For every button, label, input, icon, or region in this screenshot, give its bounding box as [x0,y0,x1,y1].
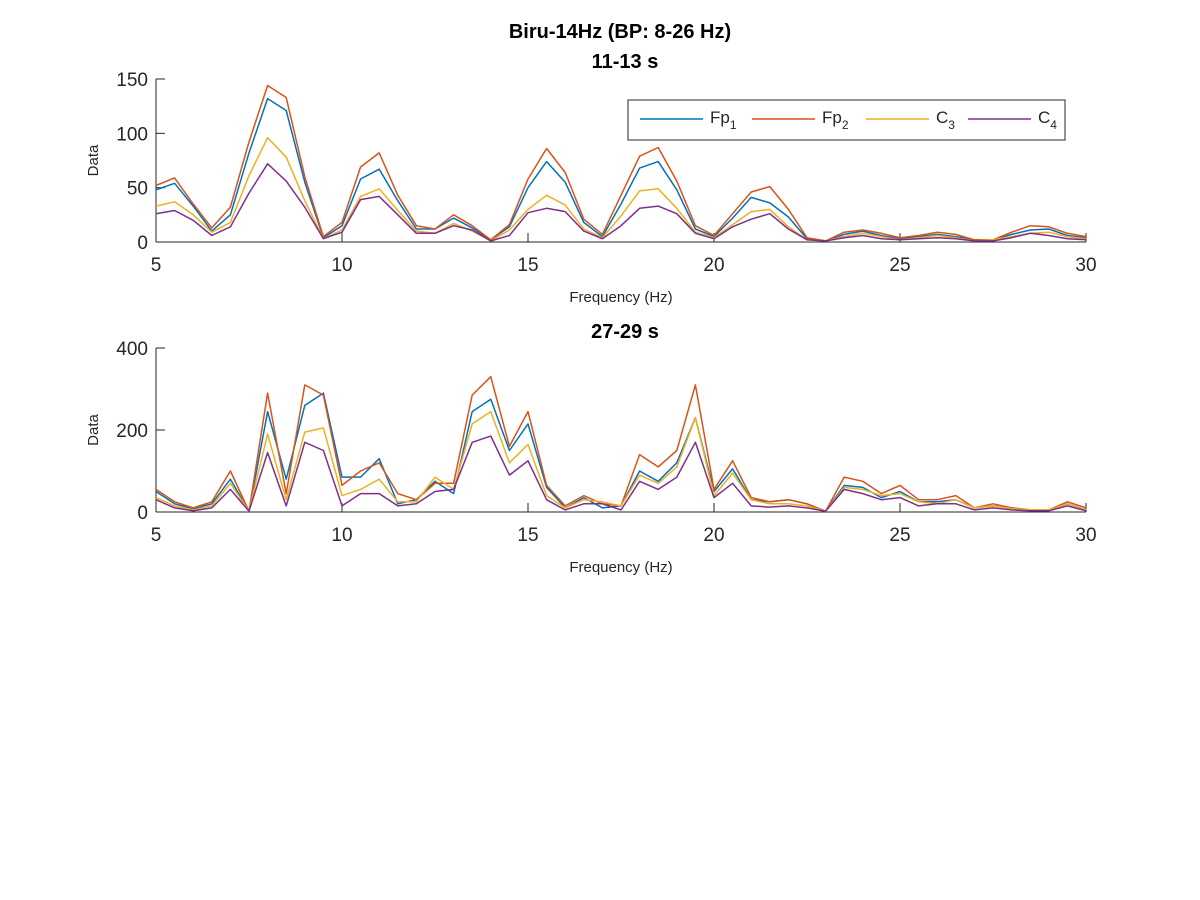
x-tick-label: 10 [331,525,352,546]
legend-label-subscript: 3 [948,118,955,132]
x-axis-label: Frequency (Hz) [569,559,672,576]
y-tick-label: 150 [116,70,148,91]
y-tick-label: 0 [137,503,148,524]
panel-title: 27-29 s [591,321,659,343]
series-line-C3 [155,410,1087,512]
legend-label-subscript: 2 [842,118,849,132]
legend-label: C4 [1038,108,1057,132]
x-tick-label: 20 [703,255,724,276]
series-line-C4 [155,163,1087,242]
legend-label: C3 [936,108,955,132]
legend: Fp1 Fp2 C3 C4 [627,99,1066,141]
legend-label-subscript: 4 [1050,118,1057,132]
x-tick-label: 30 [1075,525,1096,546]
legend-label-base: Fp [710,108,730,127]
y-tick-label: 50 [127,179,148,200]
y-axis-label: Data [85,144,102,176]
series-line-Fp2 [155,84,1087,242]
y-tick-label: 100 [116,124,148,145]
x-tick-label: 30 [1075,255,1096,276]
x-tick-label: 10 [331,255,352,276]
panel-1: 11-13 s 5 10 15 20 25 30 0 50 100 150 Frequency (Hz… [85,51,1097,306]
x-axis-label: Frequency (Hz) [569,289,672,306]
legend-label: Fp2 [822,108,849,132]
x-tick-label: 25 [889,255,910,276]
y-axis-label: Data [85,414,102,446]
x-tick-label: 15 [517,255,538,276]
legend-label-base: C [1038,108,1050,127]
legend-label: Fp1 [710,108,737,132]
legend-label-base: Fp [822,108,842,127]
series-line-C4 [155,435,1087,512]
y-tick-label: 400 [116,339,148,360]
panel-title: 11-13 s [592,51,659,73]
panel-2: 27-29 s 5 10 15 20 25 30 0 200 400 Frequency (Hz) D… [85,321,1097,576]
figure-title: Biru-14Hz (BP: 8-26 Hz) [509,21,731,43]
legend-box [627,99,1066,141]
legend-label-base: C [936,108,948,127]
y-tick-label: 200 [116,421,148,442]
x-tick-label: 5 [151,525,162,546]
x-tick-label: 15 [517,525,538,546]
x-tick-label: 5 [151,255,162,276]
x-tick-label: 20 [703,525,724,546]
x-tick-label: 25 [889,525,910,546]
legend-label-subscript: 1 [730,118,737,132]
series-line-C3 [155,136,1087,242]
series-line-Fp1 [155,97,1087,242]
y-tick-label: 0 [137,233,148,254]
